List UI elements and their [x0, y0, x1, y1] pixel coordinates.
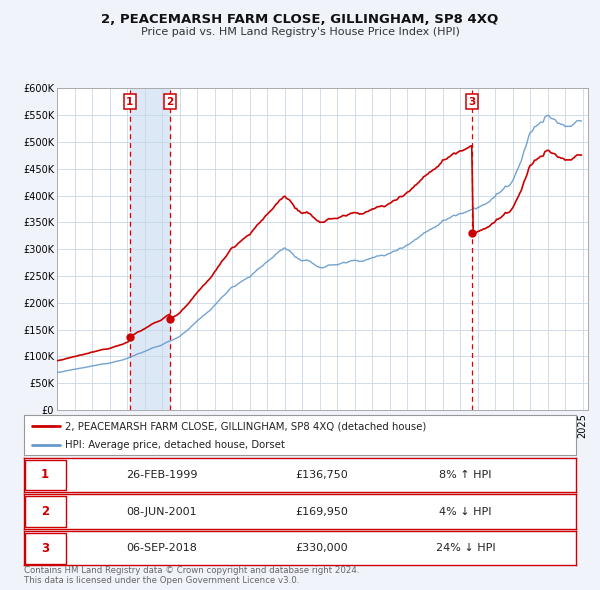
Text: 1: 1 — [126, 97, 133, 107]
Text: 24% ↓ HPI: 24% ↓ HPI — [436, 543, 496, 553]
Text: HPI: Average price, detached house, Dorset: HPI: Average price, detached house, Dors… — [65, 440, 286, 450]
FancyBboxPatch shape — [25, 460, 66, 490]
Text: Contains HM Land Registry data © Crown copyright and database right 2024.
This d: Contains HM Land Registry data © Crown c… — [24, 566, 359, 585]
Text: 8% ↑ HPI: 8% ↑ HPI — [439, 470, 492, 480]
Text: £136,750: £136,750 — [296, 470, 349, 480]
Text: 08-JUN-2001: 08-JUN-2001 — [127, 507, 197, 516]
Text: £330,000: £330,000 — [296, 543, 349, 553]
Text: 3: 3 — [469, 97, 476, 107]
Text: £169,950: £169,950 — [296, 507, 349, 516]
Text: 2: 2 — [41, 505, 49, 518]
Text: 2, PEACEMARSH FARM CLOSE, GILLINGHAM, SP8 4XQ (detached house): 2, PEACEMARSH FARM CLOSE, GILLINGHAM, SP… — [65, 421, 427, 431]
Text: 06-SEP-2018: 06-SEP-2018 — [127, 543, 197, 553]
Text: 1: 1 — [41, 468, 49, 481]
Text: 26-FEB-1999: 26-FEB-1999 — [126, 470, 198, 480]
Text: 3: 3 — [41, 542, 49, 555]
FancyBboxPatch shape — [25, 533, 66, 563]
Bar — [130, 88, 170, 410]
Text: 4% ↓ HPI: 4% ↓ HPI — [439, 507, 492, 516]
FancyBboxPatch shape — [25, 496, 66, 527]
Text: 2, PEACEMARSH FARM CLOSE, GILLINGHAM, SP8 4XQ: 2, PEACEMARSH FARM CLOSE, GILLINGHAM, SP… — [101, 13, 499, 26]
Text: 2: 2 — [166, 97, 173, 107]
Text: Price paid vs. HM Land Registry's House Price Index (HPI): Price paid vs. HM Land Registry's House … — [140, 27, 460, 37]
